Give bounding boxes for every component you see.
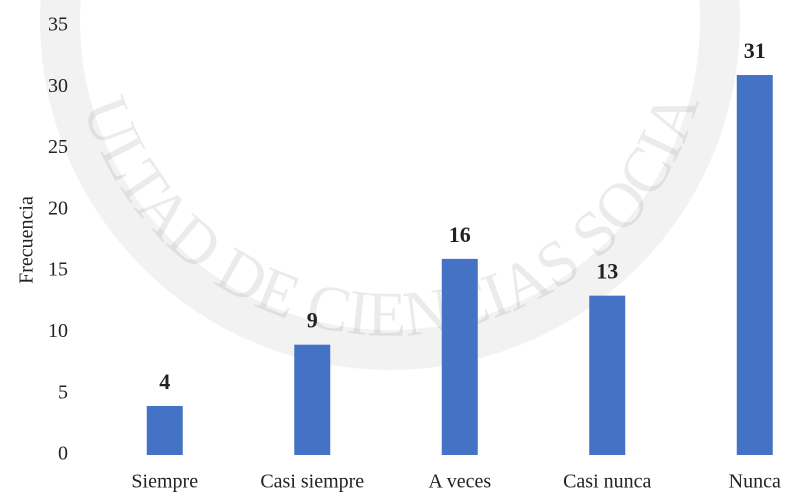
x-tick-label: Siempre [131, 471, 198, 493]
x-tick-label: Casi siempre [260, 471, 364, 493]
x-tick-label: A veces [428, 471, 491, 493]
bar [146, 405, 183, 455]
y-tick-label: 35 [48, 14, 68, 36]
data-label: 16 [449, 222, 471, 247]
y-axis-label: Frecuencia [16, 196, 38, 284]
y-tick-label: 20 [48, 197, 68, 219]
y-tick-label: 10 [48, 320, 68, 342]
y-tick-label: 25 [48, 136, 68, 158]
bar [736, 75, 773, 456]
y-tick-label: 0 [58, 443, 68, 465]
x-tick-label: Nunca [729, 471, 781, 493]
y-tick-label: 30 [48, 75, 68, 97]
x-tick-label: Casi nunca [563, 471, 651, 493]
data-label: 4 [159, 369, 170, 394]
bar [294, 344, 331, 455]
y-tick-label: 15 [48, 259, 68, 281]
data-label: 13 [596, 259, 618, 284]
bar [589, 295, 626, 455]
bar [441, 258, 478, 455]
watermark-seal [40, 0, 740, 370]
data-label: 31 [744, 38, 766, 63]
y-tick-label: 5 [58, 381, 68, 403]
data-label: 9 [307, 308, 318, 333]
